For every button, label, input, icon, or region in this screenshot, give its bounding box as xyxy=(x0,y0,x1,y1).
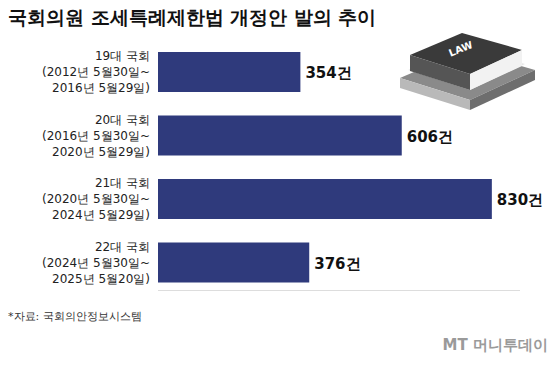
bar xyxy=(158,52,300,92)
value-label: 354건 xyxy=(305,64,351,82)
value-label: 830건 xyxy=(497,191,543,209)
bar xyxy=(158,243,309,283)
bars xyxy=(158,52,492,283)
category-label: 20대 국회(2016년 5월30일~2020년 5월29일) xyxy=(42,113,150,159)
value-label: 606건 xyxy=(407,128,453,146)
icon-label: LAW xyxy=(447,39,474,58)
credit: MT 머니투데이 xyxy=(443,336,548,354)
bar xyxy=(158,179,492,219)
book-icon xyxy=(400,33,535,110)
x-axis-line xyxy=(158,290,520,291)
bar xyxy=(158,116,402,156)
category-label: 22대 국회(2024년 5월30일~2025년 5월20일) xyxy=(42,240,150,286)
category-label: 19대 국회(2012년 5월30일~2016년 5월29일) xyxy=(42,49,150,95)
title: 국회의원 조세특례제한법 개정안 발의 추이 xyxy=(8,6,376,28)
category-label: 21대 국회(2020년 5월30일~2024년 5월29일) xyxy=(42,176,150,222)
chart: 국회의원 조세특례제한법 개정안 발의 추이 LAW 19대 국회(2012년 5월… xyxy=(0,0,560,366)
source: *자료: 국회의안정보시스템 xyxy=(8,310,142,323)
value-label: 376건 xyxy=(314,255,360,273)
